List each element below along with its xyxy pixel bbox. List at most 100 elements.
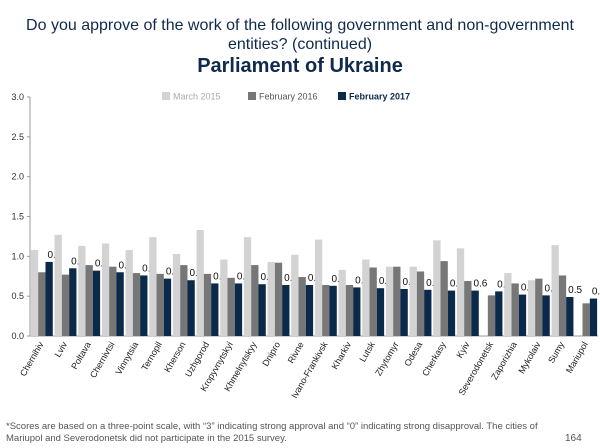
bar [551, 245, 559, 336]
page-number: 164 [565, 433, 582, 444]
bar [362, 259, 370, 336]
y-tick-label: 0.5 [11, 291, 24, 301]
footnote: *Scores are based on a three-point scale… [6, 421, 538, 444]
bar [447, 290, 456, 336]
bar [400, 288, 408, 336]
bar [385, 266, 394, 336]
bar [424, 289, 432, 336]
bar [495, 291, 503, 336]
y-tick-label: 1.5 [11, 212, 24, 222]
bar [140, 275, 148, 336]
category-label: Zhytomyr [373, 340, 400, 377]
category-label: Poltava [69, 340, 93, 371]
bar [464, 281, 472, 336]
y-tick-label: 0.0 [11, 331, 24, 341]
bar [376, 288, 385, 336]
bar [187, 280, 195, 336]
category-label: Dnipro [260, 340, 282, 368]
bar [566, 296, 574, 336]
bar [125, 249, 133, 336]
bar [558, 275, 567, 336]
bar [353, 287, 361, 336]
chart-title: Parliament of Ukraine [197, 55, 403, 77]
bar [220, 259, 228, 336]
chart-question: Do you approve of the work of the follow… [26, 17, 574, 53]
bar-chart: 0.0 0.5 1.0 1.5 2.0 2.5 3.0 March 2015 February … [11, 92, 600, 401]
bar [527, 280, 536, 336]
category-label: Ternopil [139, 340, 163, 372]
category-label: Sumy [546, 340, 566, 365]
bar [409, 266, 417, 336]
bar [180, 265, 188, 336]
bar [416, 271, 425, 336]
bar [172, 253, 181, 336]
bar [369, 267, 377, 336]
bar [535, 278, 543, 336]
bar [511, 283, 519, 336]
bar [267, 261, 275, 336]
bar [456, 248, 465, 336]
bar [433, 240, 441, 336]
category-label: Lutsk [357, 340, 377, 364]
data-label: 0.5 [568, 285, 582, 296]
bar [589, 298, 598, 336]
y-tick-label: 3.0 [11, 92, 24, 102]
bar [582, 303, 590, 336]
bar [211, 283, 219, 336]
bar [30, 249, 39, 336]
bar [163, 278, 172, 336]
y-tick-label: 1.0 [11, 251, 24, 261]
legend-label: March 2015 [173, 92, 221, 102]
bar [329, 285, 337, 336]
legend-swatch [162, 92, 170, 100]
category-label: Kyiv [454, 340, 471, 360]
category-label: Kherson [162, 340, 187, 374]
y-tick-label: 2.5 [11, 132, 24, 142]
bar [274, 262, 283, 336]
bar [393, 266, 401, 336]
category-label: Mariupol [564, 340, 590, 375]
bar [298, 277, 306, 336]
bar [504, 273, 512, 336]
bar [196, 230, 204, 336]
bar [440, 261, 448, 336]
category-label: Rivne [286, 340, 306, 365]
bar [471, 290, 479, 336]
bar [85, 265, 93, 336]
bar [258, 284, 266, 336]
bar [291, 254, 299, 336]
bar [61, 274, 70, 336]
bar [243, 237, 252, 336]
legend-label: February 2016 [259, 92, 318, 102]
bar [487, 295, 496, 336]
bar [282, 285, 290, 336]
bar [305, 285, 314, 336]
bar [109, 266, 117, 336]
category-label: Vinnytsia [113, 340, 140, 376]
category-label: Odesa [402, 340, 424, 368]
category-label: Chernihiv [18, 340, 46, 378]
bar [227, 277, 235, 336]
y-tick-label: 2.0 [11, 172, 24, 182]
bar [116, 272, 124, 336]
data-label: 0.6 [473, 279, 487, 290]
bar [54, 234, 62, 336]
bar [69, 268, 77, 336]
bar [345, 285, 354, 336]
bar [156, 273, 164, 336]
bar [322, 285, 330, 336]
bar [338, 269, 346, 336]
legend-swatch [248, 92, 256, 100]
bar [132, 273, 141, 336]
bar [234, 283, 243, 336]
bar [45, 261, 53, 336]
bar [203, 273, 212, 336]
bar [92, 270, 101, 336]
category-label: Cherkasy [420, 340, 448, 378]
legend-swatch [338, 92, 346, 100]
bar [542, 295, 550, 336]
data-label: 0.5 [592, 287, 600, 298]
bar [251, 265, 259, 336]
bar [314, 239, 323, 336]
bar [518, 294, 527, 336]
